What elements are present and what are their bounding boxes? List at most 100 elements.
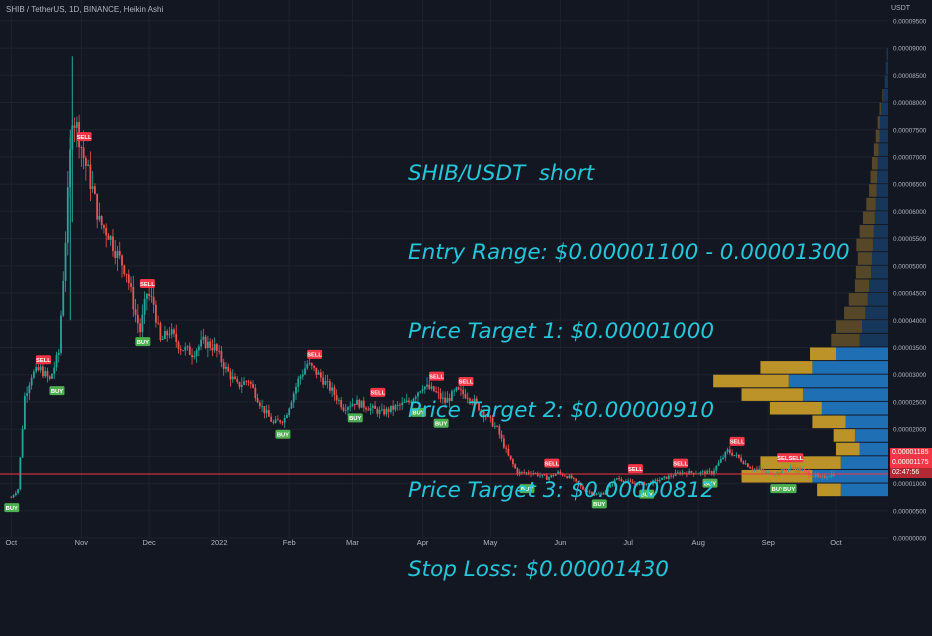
candle-body — [261, 406, 264, 407]
y-tick-label: 0.00002500 — [893, 399, 927, 406]
profile-bar-up — [875, 197, 888, 211]
annotation-line: Price Target 1: $0.00001000 — [408, 319, 715, 345]
profile-bar-down — [882, 88, 884, 102]
candle-body — [432, 386, 435, 392]
candle-body — [401, 402, 404, 406]
candle-body — [582, 486, 584, 490]
sell-marker-label: SELL — [459, 380, 474, 386]
candle-body — [722, 457, 724, 459]
candle-body — [57, 352, 60, 355]
y-tick-label: 0.00003500 — [893, 345, 927, 352]
buy-marker-label: BUY — [137, 340, 149, 346]
candle-body — [634, 483, 636, 485]
candle-body — [505, 447, 508, 449]
buy-marker — [591, 499, 607, 509]
candle-body — [73, 125, 76, 128]
candle-body — [667, 475, 670, 479]
y-tick-label: 0.00003000 — [893, 372, 927, 379]
candle-body — [186, 346, 189, 348]
candle-body — [12, 495, 15, 498]
profile-bar-up — [872, 238, 888, 252]
buy-marker — [781, 484, 797, 494]
candle-body — [98, 216, 101, 220]
buy-marker — [411, 407, 427, 417]
candle-body — [374, 405, 376, 409]
candle-body — [557, 471, 560, 474]
candle-body — [570, 475, 573, 479]
candle-body — [541, 474, 544, 476]
profile-bar-down — [741, 469, 813, 483]
profile-bar-down — [760, 361, 813, 374]
candle-body — [301, 374, 304, 377]
sell-marker — [627, 464, 643, 474]
candle-body — [245, 381, 248, 383]
candle-body — [656, 479, 659, 482]
candle-body — [649, 482, 652, 485]
candle-body — [200, 339, 202, 347]
candle-body — [390, 405, 392, 413]
candle-body — [161, 338, 164, 340]
candle-body — [222, 362, 225, 369]
candle-body — [358, 399, 361, 408]
sell-marker-label: SELL — [36, 358, 51, 364]
candle-body — [545, 475, 548, 480]
candle-body — [100, 216, 103, 226]
candle-body — [733, 455, 736, 456]
candle-body — [622, 480, 625, 483]
candle-body — [193, 356, 196, 358]
sell-marker-label: SELL — [307, 353, 322, 359]
candle-body — [679, 472, 682, 475]
annotation-line: Stop Loss: $0.00001430 — [408, 556, 669, 582]
sell-marker-label: SELL — [429, 374, 444, 380]
candle-body — [500, 434, 503, 439]
candle-body — [435, 391, 437, 393]
candle-body — [776, 472, 779, 475]
sell-marker — [544, 458, 560, 468]
candle-body — [338, 400, 340, 401]
annotation-line: Price Target 2: $0.00000910 — [408, 398, 715, 424]
profile-bar-up — [886, 48, 888, 61]
candle-body — [480, 410, 483, 412]
candle-body — [369, 407, 372, 411]
profile-bar-down — [769, 401, 822, 415]
buy-marker — [4, 503, 20, 513]
candle-body — [412, 398, 415, 403]
candle-body — [798, 467, 801, 471]
candle-body — [229, 371, 232, 380]
candle-body — [173, 329, 175, 334]
candle-body — [735, 454, 738, 456]
candle-body — [89, 164, 92, 189]
candle-body — [84, 157, 87, 166]
current-price-label: 0.00001175 — [890, 458, 932, 468]
profile-bar-down — [844, 306, 866, 320]
candle-body — [112, 236, 114, 251]
candle-body — [753, 468, 756, 470]
sell-marker — [307, 349, 323, 359]
candle-body — [586, 491, 589, 493]
candle-body — [624, 481, 627, 483]
candle-body — [826, 477, 828, 479]
annotation-line: Entry Range: $0.00001100 - 0.00001300 — [408, 240, 850, 266]
candle-body — [396, 404, 399, 406]
candle-body — [254, 387, 257, 399]
candle-body — [236, 378, 239, 383]
candle-body — [385, 408, 388, 415]
candle-body — [270, 416, 273, 422]
chart-svg: BUYSELLBUYSELLSELLBUYBUYSELLBUYSELLBUYSE… — [0, 0, 927, 547]
candle-body — [243, 381, 245, 385]
candle-body — [597, 493, 600, 495]
candle-body — [471, 400, 474, 403]
candle-body — [830, 474, 833, 477]
candle-body — [225, 366, 227, 369]
candle-body — [676, 472, 679, 474]
profile-bar-down — [856, 238, 873, 252]
candle-body — [347, 407, 349, 411]
candle-body — [794, 467, 797, 471]
candle-body — [414, 396, 417, 399]
countdown-label: 02:47:56 — [890, 468, 932, 478]
candle-body — [783, 469, 785, 471]
buy-marker-label: BUY — [277, 432, 289, 438]
profile-bar-down — [870, 170, 878, 184]
sell-marker-label: SELL — [673, 461, 688, 467]
candle-body — [640, 482, 643, 483]
